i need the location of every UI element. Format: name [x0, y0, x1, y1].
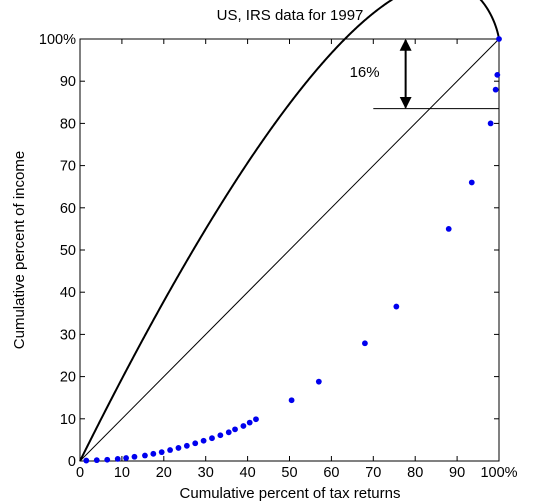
x-tick-label: 20	[156, 465, 172, 481]
x-tick-label: 10	[114, 465, 130, 481]
data-point	[496, 36, 502, 42]
data-point	[288, 397, 295, 404]
y-axis-label: Cumulative percent of income	[11, 151, 28, 349]
y-tick-label: 80	[60, 116, 76, 132]
data-point	[240, 423, 247, 429]
data-point	[468, 179, 475, 186]
x-tick-label: 90	[449, 465, 465, 481]
x-tick-label: 60	[323, 465, 339, 481]
data-point	[150, 450, 157, 457]
data-point	[232, 426, 238, 433]
gap-label: 16%	[350, 64, 380, 81]
data-point	[393, 303, 400, 310]
axis-ticks: 0 10 20 30 40 50 60 70 80 90 100% 0 10 20 30 40 50 60 70 80…	[39, 32, 518, 481]
x-tick-label: 100%	[480, 465, 517, 481]
data-point	[253, 416, 259, 423]
data-point	[362, 340, 368, 347]
data-point	[315, 378, 322, 385]
data-point	[492, 86, 499, 93]
y-tick-label: 60	[60, 201, 76, 217]
y-tick-label: 0	[68, 454, 76, 470]
chart-title: US, IRS data for 1997	[217, 7, 364, 24]
x-tick-label: 70	[365, 465, 381, 481]
y-tick-label: 70	[60, 159, 76, 175]
y-tick-label: 100%	[39, 32, 76, 48]
data-point	[131, 453, 138, 460]
y-tick-label: 50	[60, 243, 76, 259]
x-tick-label: 30	[198, 465, 214, 481]
y-tick-label: 90	[60, 74, 76, 90]
data-point	[104, 456, 111, 463]
x-tick-label: 80	[407, 465, 423, 481]
data-point	[158, 449, 165, 456]
y-tick-label: 30	[60, 327, 76, 343]
y-tick-label: 40	[60, 285, 76, 301]
lorenz-curve-layer	[79, 0, 500, 462]
data-point	[225, 429, 232, 436]
x-tick-label: 40	[240, 465, 256, 481]
lorenz-curve	[79, 0, 500, 462]
x-tick-label: 0	[76, 465, 84, 481]
y-tick-label: 10	[60, 412, 76, 428]
data-point	[142, 452, 148, 459]
x-axis-label: Cumulative percent of tax returns	[180, 485, 401, 502]
data-point	[175, 445, 182, 451]
data-points	[83, 36, 502, 464]
equality-diagonal-layer	[79, 38, 500, 462]
equality-diagonal-line	[79, 38, 500, 462]
data-point	[183, 442, 190, 449]
data-point	[217, 432, 224, 439]
x-tick-label: 50	[281, 465, 297, 481]
annotation-layer: 16%	[350, 38, 499, 110]
data-point	[494, 71, 501, 78]
data-point	[83, 457, 90, 464]
y-tick-label: 20	[60, 370, 76, 386]
data-point	[167, 447, 173, 453]
data-point	[93, 457, 100, 464]
data-point	[246, 419, 253, 426]
data-point	[445, 226, 452, 232]
data-point	[209, 435, 215, 442]
data-point	[123, 455, 129, 461]
data-point	[487, 120, 494, 127]
data-point	[114, 455, 121, 462]
data-point	[192, 440, 199, 447]
data-point	[200, 437, 207, 444]
